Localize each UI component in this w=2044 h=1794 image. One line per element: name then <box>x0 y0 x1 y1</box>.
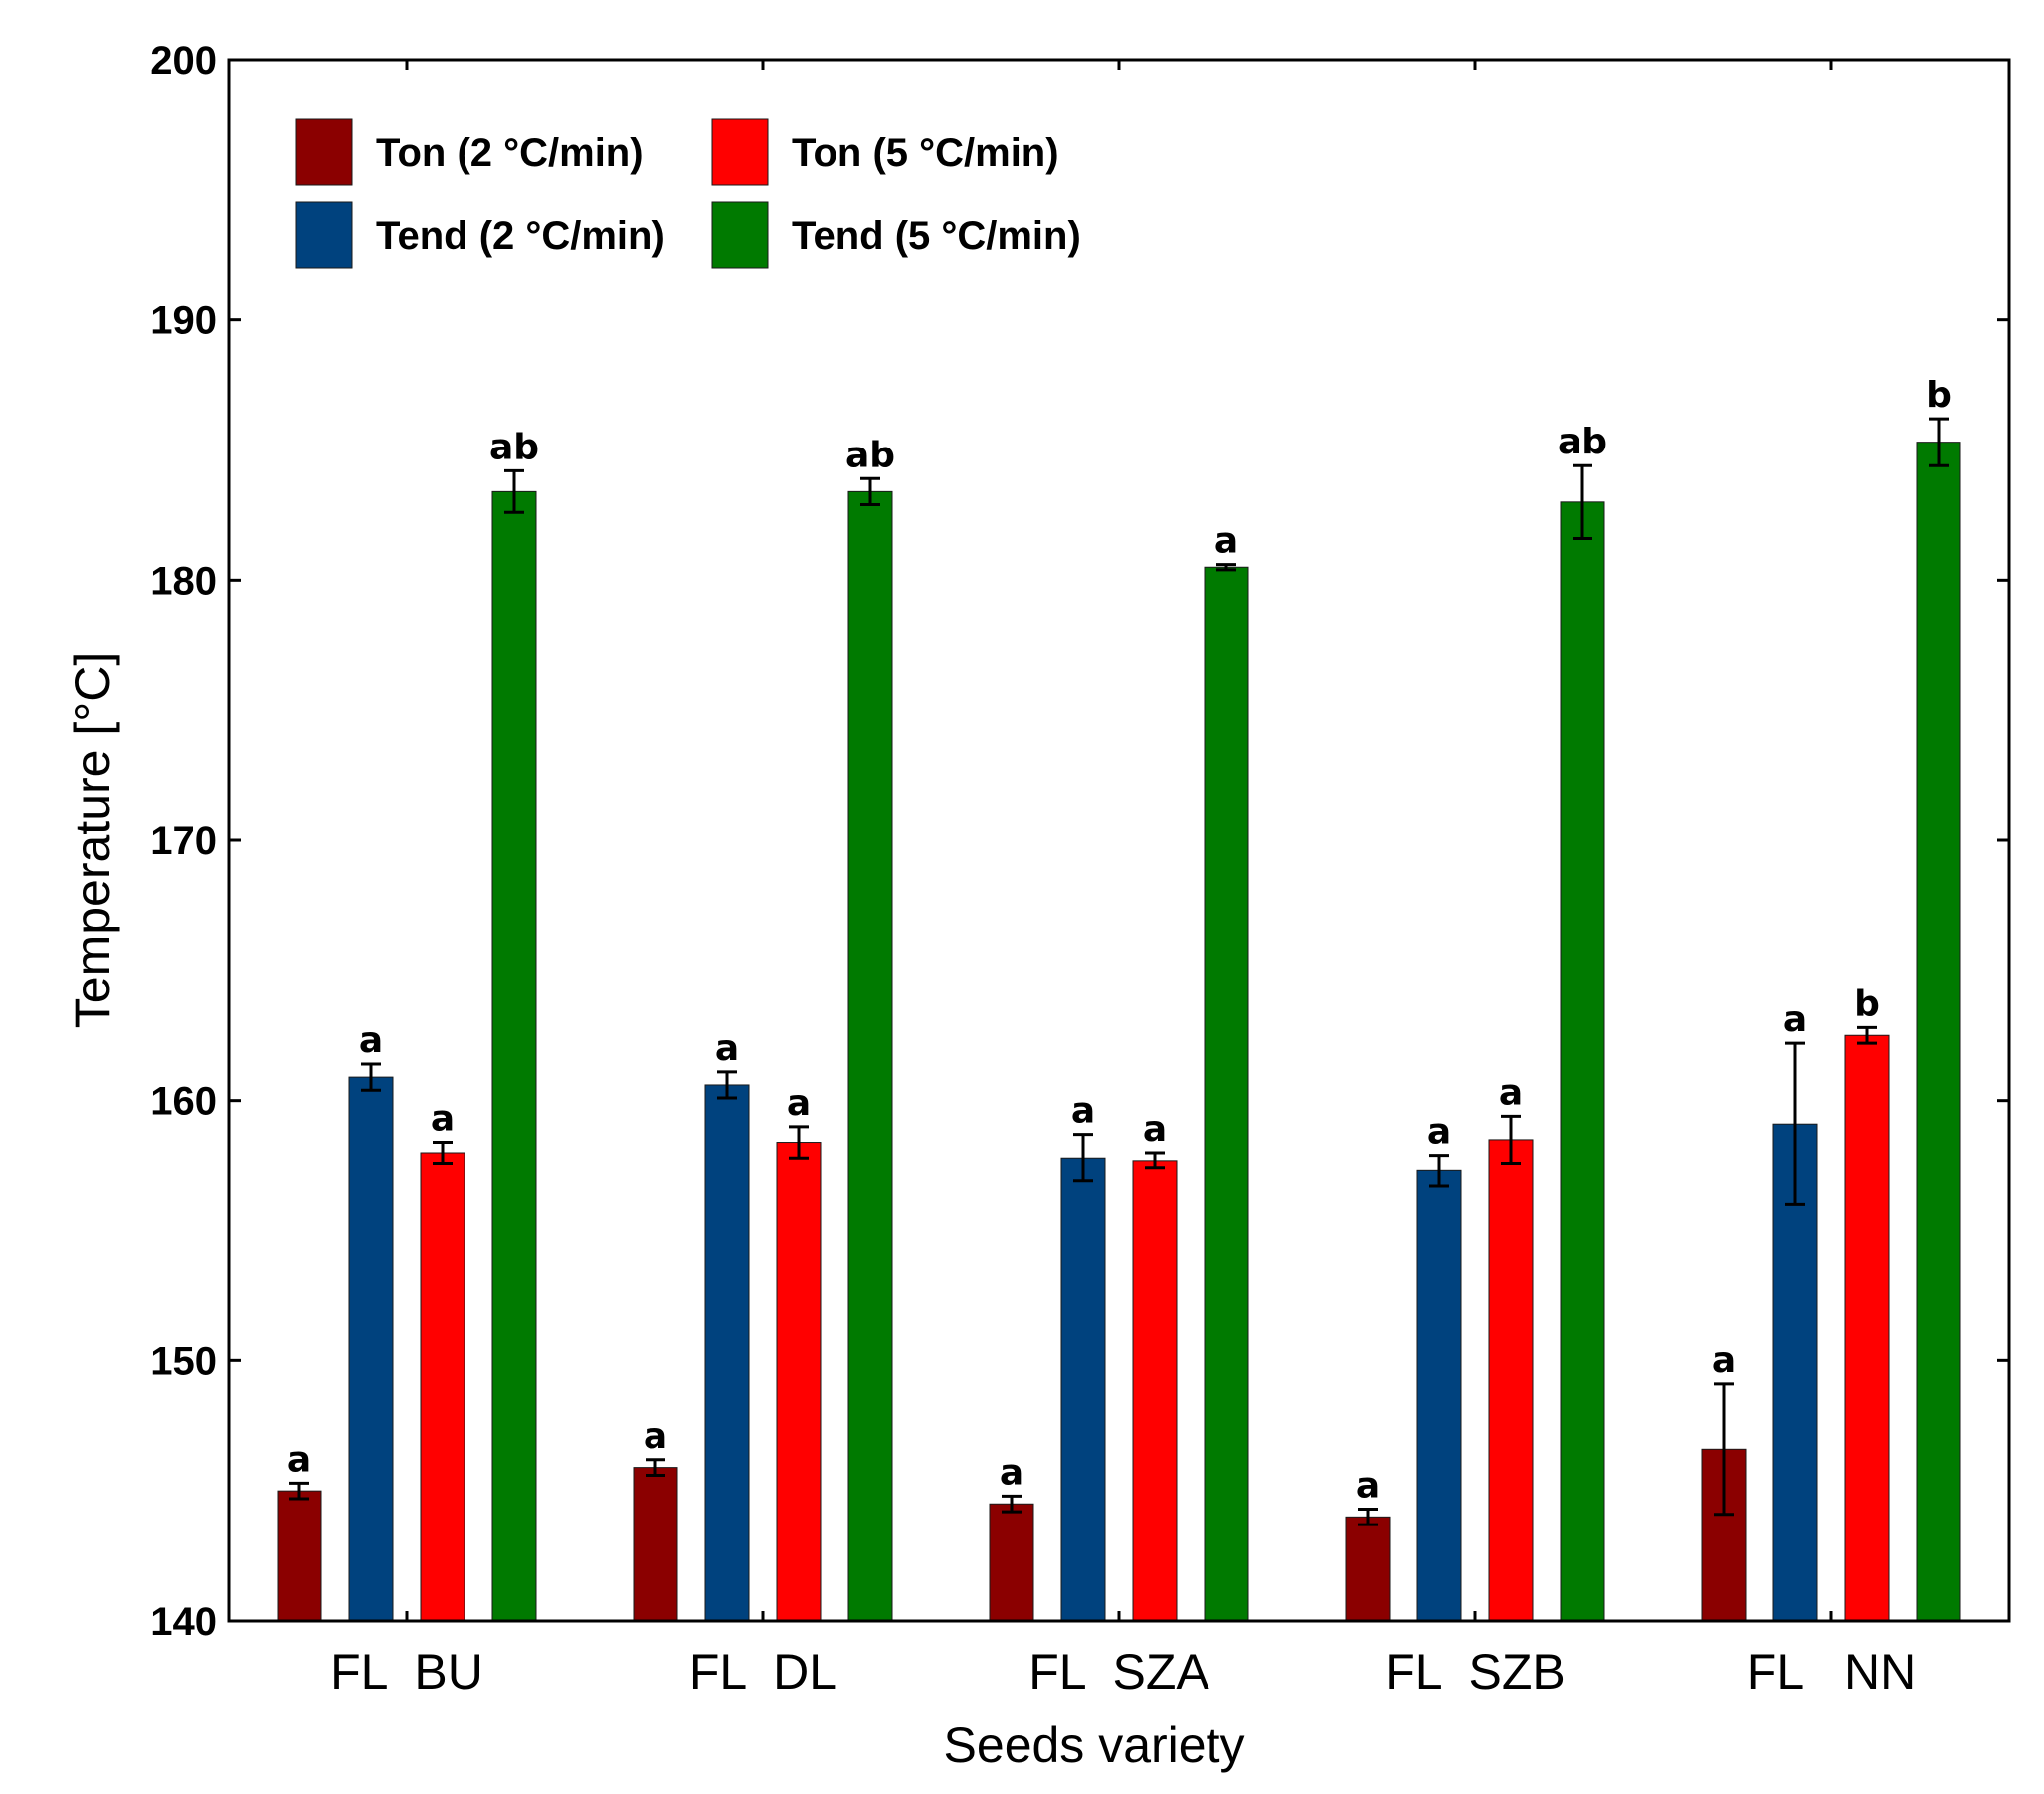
legend: Ton (2 °C/min) Tend (2 °C/min) Ton (5 °C/m… <box>295 118 1081 269</box>
legend-swatch <box>295 201 353 269</box>
significance-label: a <box>644 1416 667 1457</box>
bar <box>1488 1139 1534 1622</box>
bar <box>1844 1034 1890 1622</box>
bar <box>1345 1516 1391 1622</box>
ticks-layer: 140 150 160 170 180 190 200 FL BU FL DL FL SZA FL … <box>150 39 2009 1700</box>
significance-label: a <box>431 1099 455 1140</box>
significance-label: a <box>715 1028 739 1069</box>
bar <box>989 1503 1034 1622</box>
x-category-label: FL NN <box>1747 1644 1916 1700</box>
y-tick-label: 140 <box>150 1600 217 1644</box>
x-category-label: FL BU <box>330 1644 483 1700</box>
significance-label: a <box>1356 1465 1380 1506</box>
legend-swatch <box>711 118 769 186</box>
bar <box>1416 1169 1462 1622</box>
legend-label: Ton (5 °C/min) <box>792 131 1059 175</box>
significance-label: ab <box>489 427 539 467</box>
bar <box>1060 1157 1106 1622</box>
significance-label: a <box>1712 1341 1736 1381</box>
significance-label: a <box>1427 1112 1451 1153</box>
bar <box>704 1084 750 1622</box>
significance-label: ab <box>1558 422 1607 462</box>
y-tick-label: 190 <box>150 299 217 343</box>
significance-label: b <box>1926 375 1951 416</box>
bar <box>633 1467 678 1622</box>
bar <box>348 1076 394 1622</box>
significance-label: b <box>1854 984 1880 1024</box>
significance-label: a <box>787 1083 811 1124</box>
bar <box>1916 442 1961 1622</box>
significance-label: a <box>359 1020 383 1061</box>
bar <box>1132 1160 1178 1622</box>
significance-label: a <box>1214 521 1238 562</box>
bar <box>277 1490 322 1622</box>
legend-label: Ton (2 °C/min) <box>376 131 644 175</box>
y-tick-label: 170 <box>150 819 217 863</box>
bar <box>420 1152 465 1622</box>
x-category-label: FL SZB <box>1385 1644 1566 1700</box>
significance-label: a <box>287 1439 311 1480</box>
significance-label: a <box>1143 1109 1167 1150</box>
bar <box>847 490 893 1622</box>
y-axis-title: Temperature [°C] <box>65 652 120 1028</box>
significance-label: ab <box>845 435 895 475</box>
legend-swatch <box>295 118 353 186</box>
x-category-label: FL SZA <box>1028 1644 1209 1700</box>
y-tick-label: 200 <box>150 39 217 83</box>
significance-label: a <box>1499 1072 1523 1113</box>
bar <box>1772 1123 1818 1622</box>
bar <box>1204 566 1249 1622</box>
bar <box>776 1142 822 1622</box>
legend-label: Tend (2 °C/min) <box>376 214 665 258</box>
y-tick-label: 180 <box>150 559 217 603</box>
bar <box>1560 501 1605 1622</box>
x-axis-title: Seeds variety <box>944 1717 1245 1773</box>
y-tick-label: 150 <box>150 1340 217 1383</box>
x-category-label: FL DL <box>689 1644 836 1700</box>
y-tick-label: 160 <box>150 1080 217 1124</box>
significance-label: a <box>1783 999 1807 1040</box>
bar <box>491 490 537 1622</box>
legend-label: Tend (5 °C/min) <box>792 214 1081 258</box>
significance-label: a <box>1000 1452 1023 1493</box>
significance-label: a <box>1071 1091 1095 1132</box>
legend-swatch <box>711 201 769 269</box>
